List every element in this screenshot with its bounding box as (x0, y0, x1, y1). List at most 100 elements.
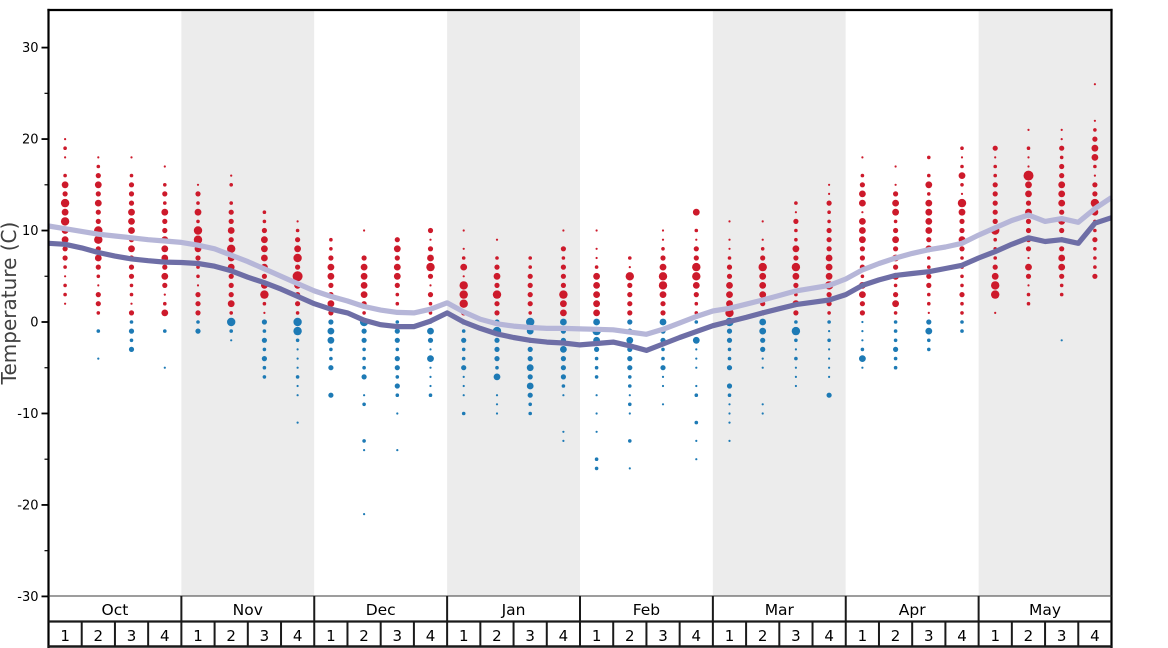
week-number-label: 4 (559, 627, 569, 645)
cold-temp-dot (526, 382, 534, 390)
warm-temp-dot (594, 265, 599, 269)
month-label-nov: Nov (233, 601, 263, 619)
warm-temp-dot (95, 191, 101, 197)
cold-temp-dot (527, 392, 533, 398)
warm-temp-dot (660, 310, 666, 316)
warm-temp-dot (195, 191, 201, 197)
warm-temp-dot (295, 264, 301, 270)
warm-temp-dot (327, 263, 335, 271)
warm-temp-dot (129, 173, 134, 178)
cold-temp-dot (661, 356, 665, 361)
week-number-label: 4 (691, 627, 701, 645)
cold-temp-dot (726, 337, 733, 343)
cold-temp-dot (859, 355, 866, 362)
cold-temp-dot (759, 318, 767, 326)
cold-temp-dot (726, 328, 733, 334)
month-label-jan: Jan (501, 601, 526, 619)
cold-temp-dot (561, 384, 566, 388)
cold-temp-dot (230, 339, 233, 342)
warm-temp-dot (992, 209, 998, 215)
cold-temp-dot (295, 375, 300, 379)
warm-temp-dot (162, 227, 168, 234)
warm-temp-dot (859, 236, 866, 244)
warm-temp-dot (960, 183, 964, 187)
cold-temp-dot (728, 439, 731, 442)
warm-temp-dot (827, 311, 831, 315)
cold-temp-dot (791, 326, 801, 336)
y-tick-label: -10 (17, 407, 38, 422)
dot-column-oct-w1 (60, 138, 70, 305)
warm-temp-dot (328, 282, 334, 288)
cold-temp-dot (893, 338, 898, 343)
warm-temp-dot (759, 272, 767, 280)
cold-temp-dot (893, 365, 898, 370)
cold-temp-dot (229, 329, 233, 333)
warm-temp-dot (693, 255, 699, 261)
warm-temp-dot (161, 208, 169, 216)
warm-temp-dot (1093, 256, 1097, 260)
cold-temp-dot (97, 357, 100, 360)
warm-temp-dot (660, 301, 666, 307)
cold-temp-dot (628, 394, 631, 397)
warm-temp-dot (228, 273, 234, 279)
warm-temp-dot (462, 247, 465, 250)
warm-temp-dot (960, 274, 964, 279)
warm-temp-dot (728, 247, 731, 250)
cold-temp-dot (728, 403, 731, 406)
cold-temp-dot (363, 394, 366, 397)
cold-temp-dot (394, 328, 400, 334)
warm-temp-dot (992, 191, 998, 197)
y-axis-label: Temperature (C) (0, 222, 21, 386)
warm-temp-dot (893, 311, 898, 315)
warm-temp-dot (360, 272, 368, 280)
warm-temp-dot (429, 284, 432, 287)
cold-temp-dot (893, 356, 898, 361)
cold-temp-dot (528, 411, 532, 416)
warm-temp-dot (759, 282, 767, 289)
warm-temp-dot (860, 274, 865, 279)
cold-temp-dot (328, 319, 334, 325)
cold-temp-dot (327, 327, 335, 335)
cold-temp-dot (261, 337, 267, 343)
dot-column-dec-w1 (327, 237, 335, 398)
warm-temp-dot (992, 200, 998, 206)
warm-temp-dot (692, 208, 700, 216)
warm-temp-dot (394, 237, 400, 243)
cold-temp-dot (396, 412, 399, 415)
warm-temp-dot (595, 247, 598, 250)
warm-temp-dot (1091, 154, 1099, 161)
cold-temp-dot (296, 357, 299, 360)
week-number-label: 4 (293, 627, 303, 645)
warm-temp-dot (1092, 136, 1098, 142)
warm-temp-dot (726, 291, 733, 298)
warm-temp-dot (960, 311, 964, 315)
warm-temp-dot (1027, 128, 1030, 131)
warm-temp-dot (960, 156, 964, 159)
warm-temp-dot (1093, 174, 1096, 177)
warm-temp-dot (959, 246, 965, 252)
warm-temp-dot (130, 302, 133, 305)
dot-column-nov-w3 (260, 210, 269, 379)
warm-temp-dot (228, 209, 234, 215)
warm-temp-dot (95, 264, 101, 270)
cold-temp-dot (361, 337, 367, 343)
cold-temp-dot (695, 439, 698, 442)
warm-temp-dot (1059, 246, 1065, 252)
week-number-label: 3 (393, 627, 403, 645)
warm-temp-dot (196, 183, 200, 186)
warm-temp-dot (1027, 165, 1030, 168)
cold-temp-dot (394, 383, 400, 389)
cold-temp-dot (594, 365, 599, 370)
cold-temp-dot (327, 336, 335, 344)
warm-temp-dot (991, 272, 999, 280)
warm-temp-dot (327, 272, 335, 280)
month-band-jan (447, 10, 580, 596)
warm-temp-dot (64, 156, 67, 159)
warm-temp-dot (926, 273, 932, 279)
cold-temp-dot (261, 319, 267, 325)
warm-temp-dot (993, 237, 997, 242)
cold-temp-dot (461, 356, 466, 361)
warm-temp-dot (726, 273, 733, 279)
warm-temp-dot (827, 210, 831, 214)
warm-temp-dot (661, 229, 665, 232)
